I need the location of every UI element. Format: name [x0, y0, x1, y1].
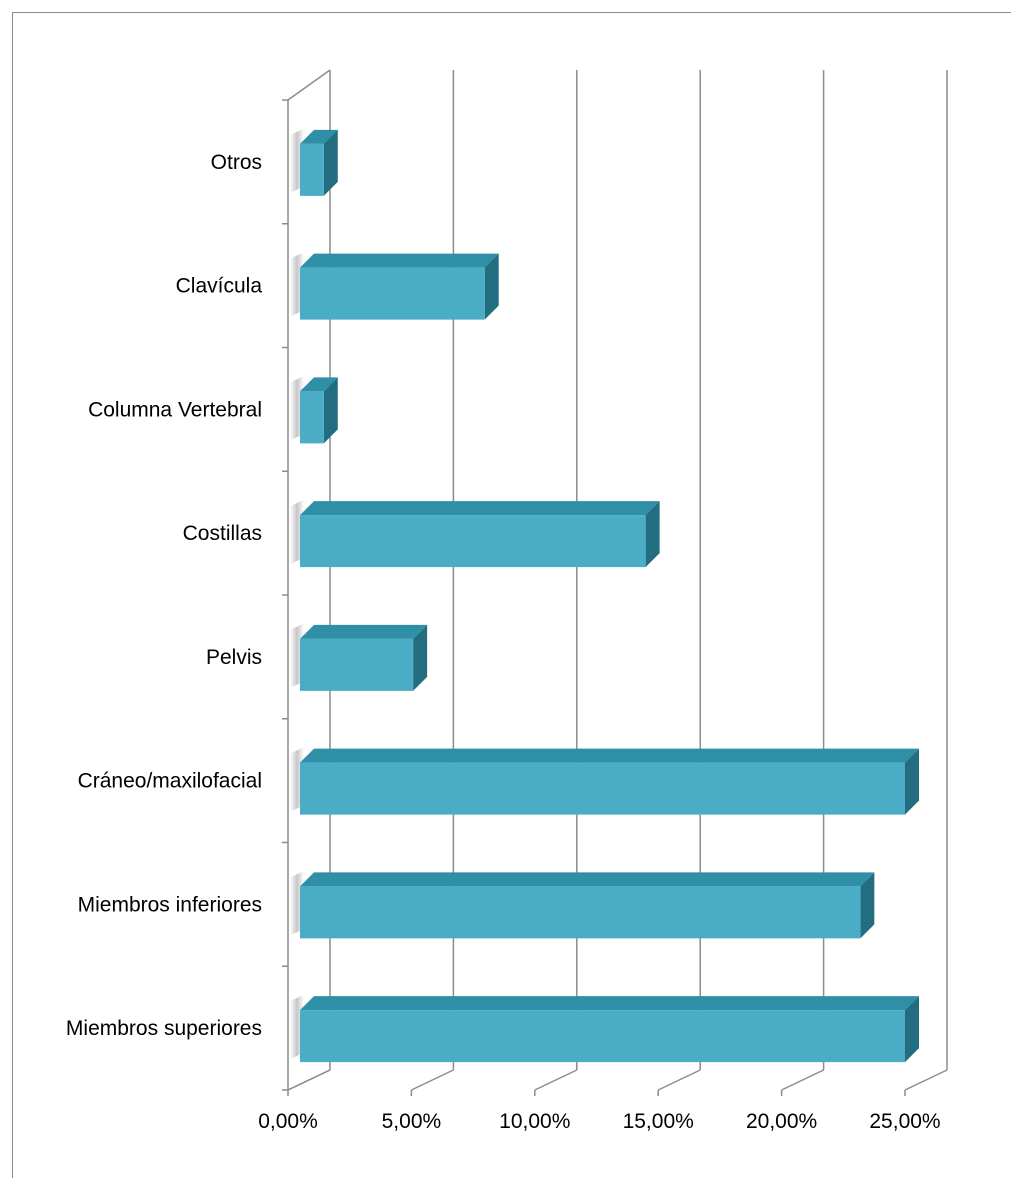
- x-tick-label: 5,00%: [382, 1110, 442, 1133]
- bar-side-face: [323, 377, 338, 444]
- bar-top-face: [300, 624, 428, 639]
- bar-side-face: [323, 129, 338, 196]
- bar-side-face: [860, 872, 875, 939]
- bar: [300, 143, 324, 196]
- label-layer: 0,00% 5,00% 10,00% 15,00% 20,00% 25,00% Miembr…: [66, 151, 941, 1133]
- x-tick-label: 15,00%: [623, 1110, 694, 1133]
- bar: [300, 638, 414, 691]
- bar: [300, 391, 324, 444]
- chart-frame: [12, 12, 1011, 1178]
- y-axis-depth-line: [287, 69, 331, 101]
- category-label: Otros: [211, 151, 262, 174]
- category-label: Cráneo/maxilofacial: [78, 770, 262, 793]
- bar-side-face: [905, 996, 919, 1063]
- category-label: Costillas: [183, 522, 262, 545]
- gridline-depth: [534, 1069, 578, 1091]
- gridline-depth: [904, 1069, 948, 1091]
- bar-side-face: [905, 748, 919, 815]
- category-label: Miembros superiores: [66, 1017, 262, 1040]
- gridline-depth: [781, 1069, 824, 1091]
- x-tick-label: 25,00%: [869, 1110, 940, 1133]
- bar-top-face: [300, 129, 338, 144]
- gridline-depth: [411, 1069, 454, 1091]
- bar-layer: [290, 128, 919, 1063]
- bar: [300, 515, 646, 568]
- category-label: Miembros inferiores: [78, 893, 262, 916]
- axis-layer: [282, 69, 906, 1096]
- bar: [300, 267, 485, 320]
- bar-side-face: [484, 253, 499, 320]
- bar-top-face: [300, 377, 338, 392]
- category-label: Columna Vertebral: [88, 398, 262, 421]
- category-label: Pelvis: [206, 646, 262, 669]
- bar: [300, 1010, 905, 1063]
- x-tick-label: 10,00%: [499, 1110, 570, 1133]
- bar-top-face: [300, 996, 919, 1011]
- bar-top-face: [300, 501, 660, 516]
- bar-side-face: [413, 624, 428, 691]
- bar-top-face: [300, 253, 499, 268]
- bar-top-face: [300, 872, 875, 887]
- bar-top-face: [300, 748, 919, 763]
- bar-side-face: [645, 501, 660, 568]
- category-label: Clavícula: [176, 275, 263, 298]
- gridline-depth: [657, 1069, 701, 1091]
- x-tick-label: 0,00%: [258, 1110, 318, 1133]
- floor-depth-line: [287, 1069, 331, 1091]
- x-tick-label: 20,00%: [746, 1110, 817, 1133]
- bar: [300, 886, 861, 939]
- bar: [300, 762, 905, 815]
